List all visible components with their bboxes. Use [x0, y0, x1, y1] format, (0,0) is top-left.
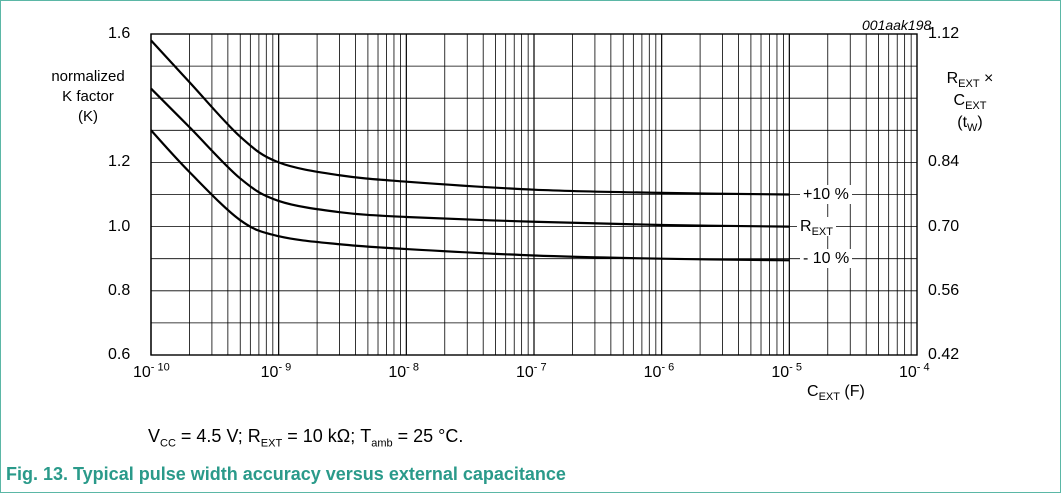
x-tick-label: 10- 6: [643, 361, 675, 381]
plot-frame: [150, 33, 918, 356]
series-line-1: [150, 87, 790, 228]
series-line-2: [150, 129, 790, 262]
figure-caption: Fig. 13. Typical pulse width accuracy ve…: [6, 464, 566, 484]
x-tick-label: 10- 5: [771, 361, 802, 381]
y-left-tick-label: 0.6: [108, 346, 131, 363]
y-left-tick-label: 0.8: [108, 281, 131, 299]
series-label-plus-10: +10 %: [800, 185, 852, 204]
y-right-axis-label: REXT × CEXT (tW): [930, 68, 1010, 134]
x-tick-label: 10- 10: [133, 361, 170, 381]
y-left-label-line-3: (K): [78, 108, 98, 125]
y-left-axis-label: normalized K factor (K): [28, 67, 148, 127]
chart-plot: [150, 33, 918, 356]
x-tick-label: 10- 9: [260, 361, 292, 381]
y-right-tick-label: 0.56: [928, 281, 960, 299]
series-label-rext: REXT: [797, 217, 836, 238]
y-right-tick-label: 1.12: [928, 25, 960, 42]
x-tick-label: 10- 7: [516, 361, 547, 381]
y-left-label-line-2: K factor: [62, 88, 114, 105]
chart-id: 001aak198: [862, 17, 932, 33]
x-axis-label: CEXT (F): [807, 383, 865, 404]
y-left-label-line-1: normalized: [51, 68, 125, 85]
y-right-label-line-2: CEXT: [953, 92, 987, 113]
x-tick-label: 10- 8: [388, 361, 419, 381]
test-conditions: VCC = 4.5 V; REXT = 10 kΩ; Tamb = 25 °C.: [148, 426, 464, 450]
x-tick-label: 10- 4: [899, 361, 930, 381]
y-right-tick-label: 0.42: [928, 346, 960, 363]
y-left-tick-label: 1.6: [108, 25, 131, 42]
series-line-0: [150, 39, 790, 196]
y-right-tick-label: 0.84: [928, 153, 960, 171]
y-left-tick-label: 1.2: [108, 153, 131, 171]
y-left-tick-label: 1.0: [108, 217, 131, 235]
series-label-minus-10: - 10 %: [800, 249, 853, 268]
y-right-label-line-3: (tW): [957, 114, 983, 135]
y-right-tick-label: 0.70: [928, 217, 960, 235]
y-right-label-line-1: REXT ×: [946, 70, 994, 91]
